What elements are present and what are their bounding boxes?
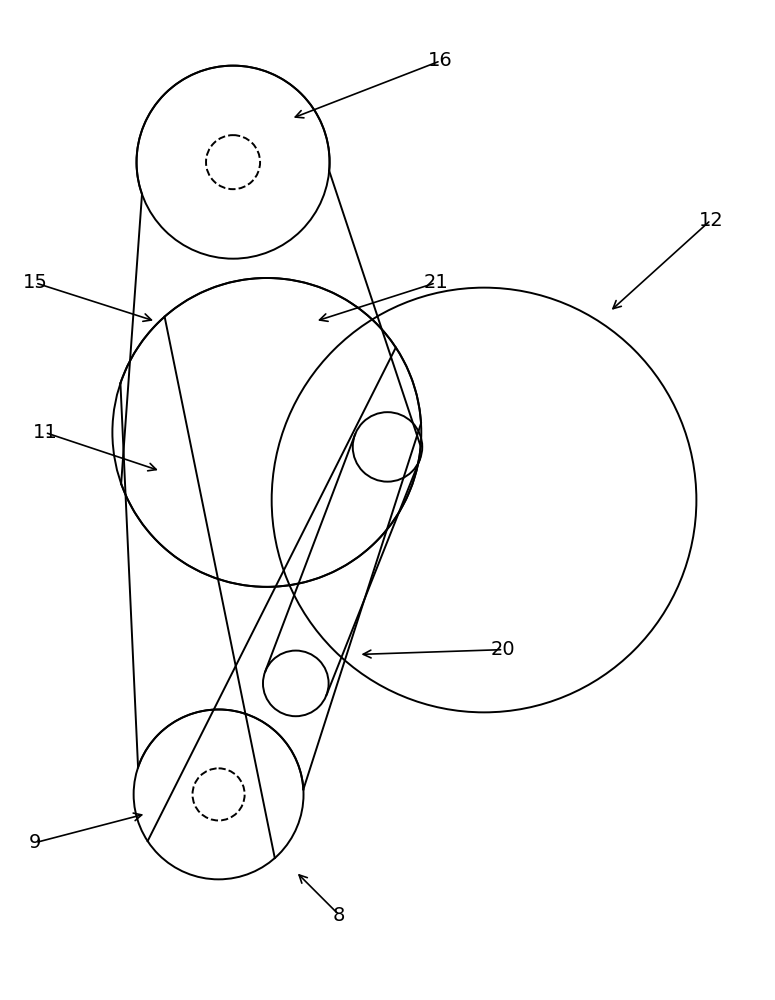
Text: 9: 9 [29, 833, 41, 852]
Text: 15: 15 [22, 273, 47, 292]
Text: 20: 20 [491, 640, 515, 659]
Text: 12: 12 [698, 211, 723, 230]
Text: 16: 16 [429, 51, 453, 70]
Text: 11: 11 [33, 423, 57, 442]
Text: 21: 21 [423, 273, 448, 292]
Text: 8: 8 [333, 906, 346, 925]
